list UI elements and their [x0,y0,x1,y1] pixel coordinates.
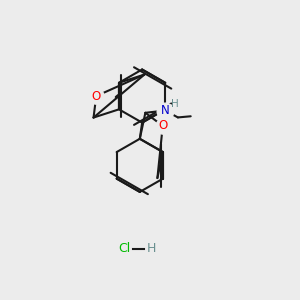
Text: N: N [161,104,170,117]
Text: H: H [147,242,156,255]
Text: Cl: Cl [118,242,130,255]
Text: O: O [92,90,101,103]
Text: H: H [171,99,179,109]
Text: O: O [158,119,167,132]
